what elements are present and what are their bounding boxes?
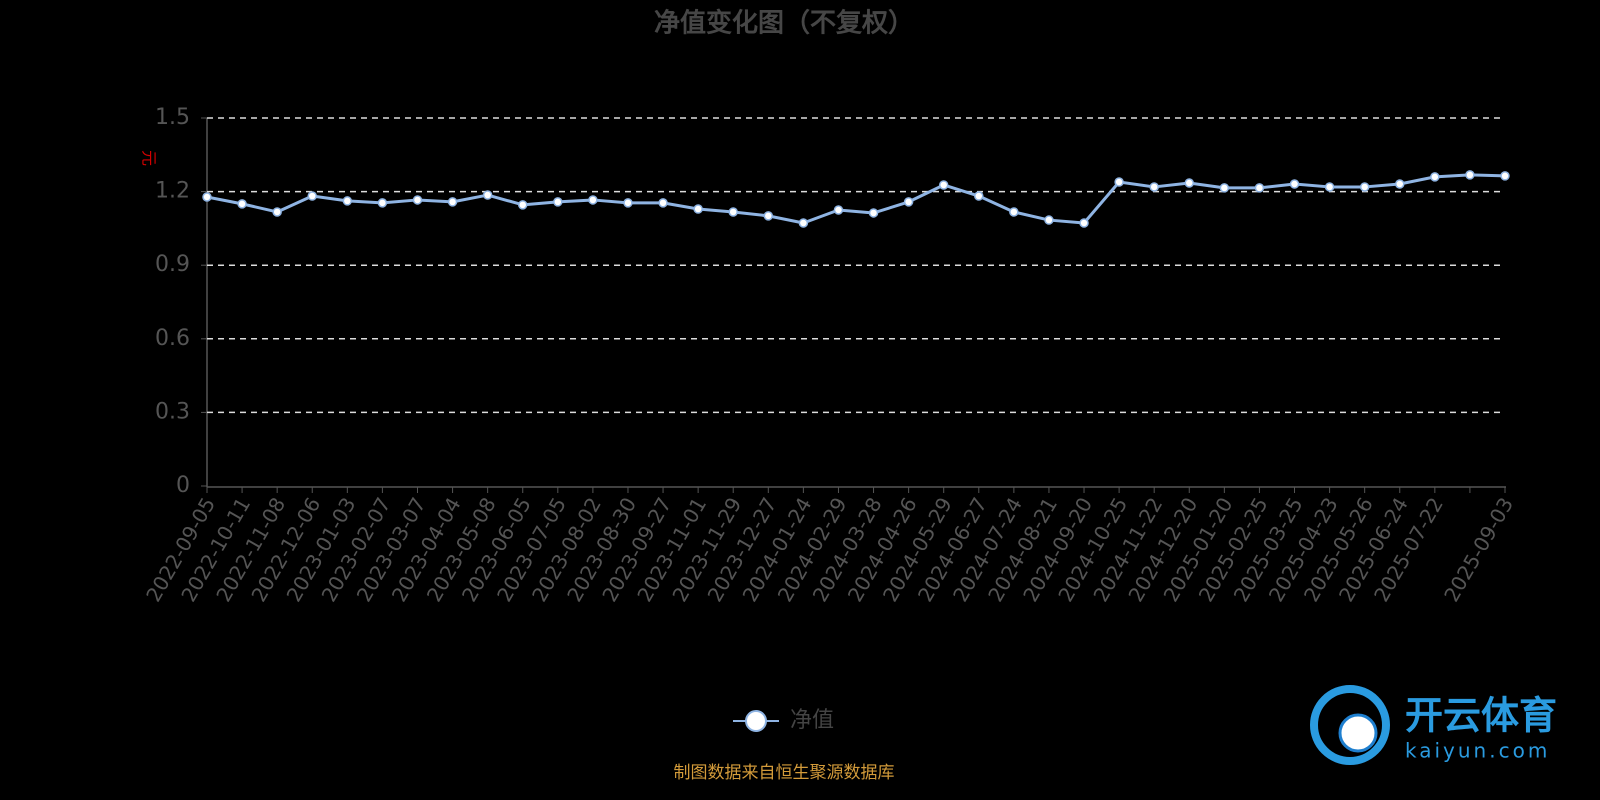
data-point [728, 207, 738, 217]
data-point [1219, 183, 1230, 193]
watermark-ball [1338, 713, 1378, 753]
data-point [658, 198, 668, 208]
data-point [693, 204, 703, 214]
data-point [1395, 179, 1405, 189]
watermark-name: 开云体育 [1405, 694, 1557, 738]
data-point [1465, 170, 1475, 180]
watermark-site: kaiyun.com [1405, 739, 1550, 763]
data-point [1324, 182, 1335, 192]
data-point [553, 197, 563, 207]
data-point [833, 205, 844, 215]
y-tick-label: 0.6 [155, 326, 190, 351]
data-point [307, 191, 317, 201]
data-point [342, 196, 353, 206]
data-point [623, 198, 633, 208]
y-tick-label: 1.2 [155, 179, 190, 204]
data-point [517, 200, 528, 210]
data-point [237, 199, 247, 209]
data-point [938, 180, 949, 190]
data-point [1079, 218, 1089, 228]
data-point [974, 191, 984, 201]
y-tick-label: 0 [176, 473, 190, 498]
data-point [202, 192, 212, 202]
y-tick-label: 0.3 [155, 399, 190, 424]
data-point [798, 218, 809, 228]
data-point [1044, 215, 1054, 225]
data-point [272, 207, 282, 217]
data-point [1289, 179, 1300, 189]
chart-title: 净值变化图（不复权） [654, 8, 914, 39]
data-point [1430, 172, 1440, 182]
data-point [763, 211, 774, 221]
data-point [447, 197, 458, 207]
data-point [903, 197, 914, 207]
legend: 净值 [733, 708, 834, 733]
legend-marker [745, 710, 767, 732]
data-point [1184, 178, 1195, 188]
series-line [206, 173, 1506, 225]
data-point [868, 208, 879, 218]
data-point [1254, 183, 1265, 193]
watermark: 开云体育 kaiyun.com [1310, 685, 1557, 765]
watermark-logo [1310, 685, 1390, 765]
data-point [1500, 171, 1510, 181]
data-point [1009, 207, 1019, 217]
y-tick-label: 1.5 [155, 105, 190, 130]
data-point [1359, 182, 1370, 192]
source-note: 制图数据来自恒生聚源数据库 [674, 763, 895, 783]
data-point [482, 190, 493, 200]
data-point [412, 195, 423, 205]
data-point [377, 198, 388, 208]
data-point [1114, 177, 1124, 187]
y-tick-label: 0.9 [155, 252, 190, 277]
data-point [588, 195, 598, 205]
data-point [1149, 182, 1159, 192]
legend-label: 净值 [790, 708, 834, 733]
y-axis-label: 元 [140, 150, 159, 166]
